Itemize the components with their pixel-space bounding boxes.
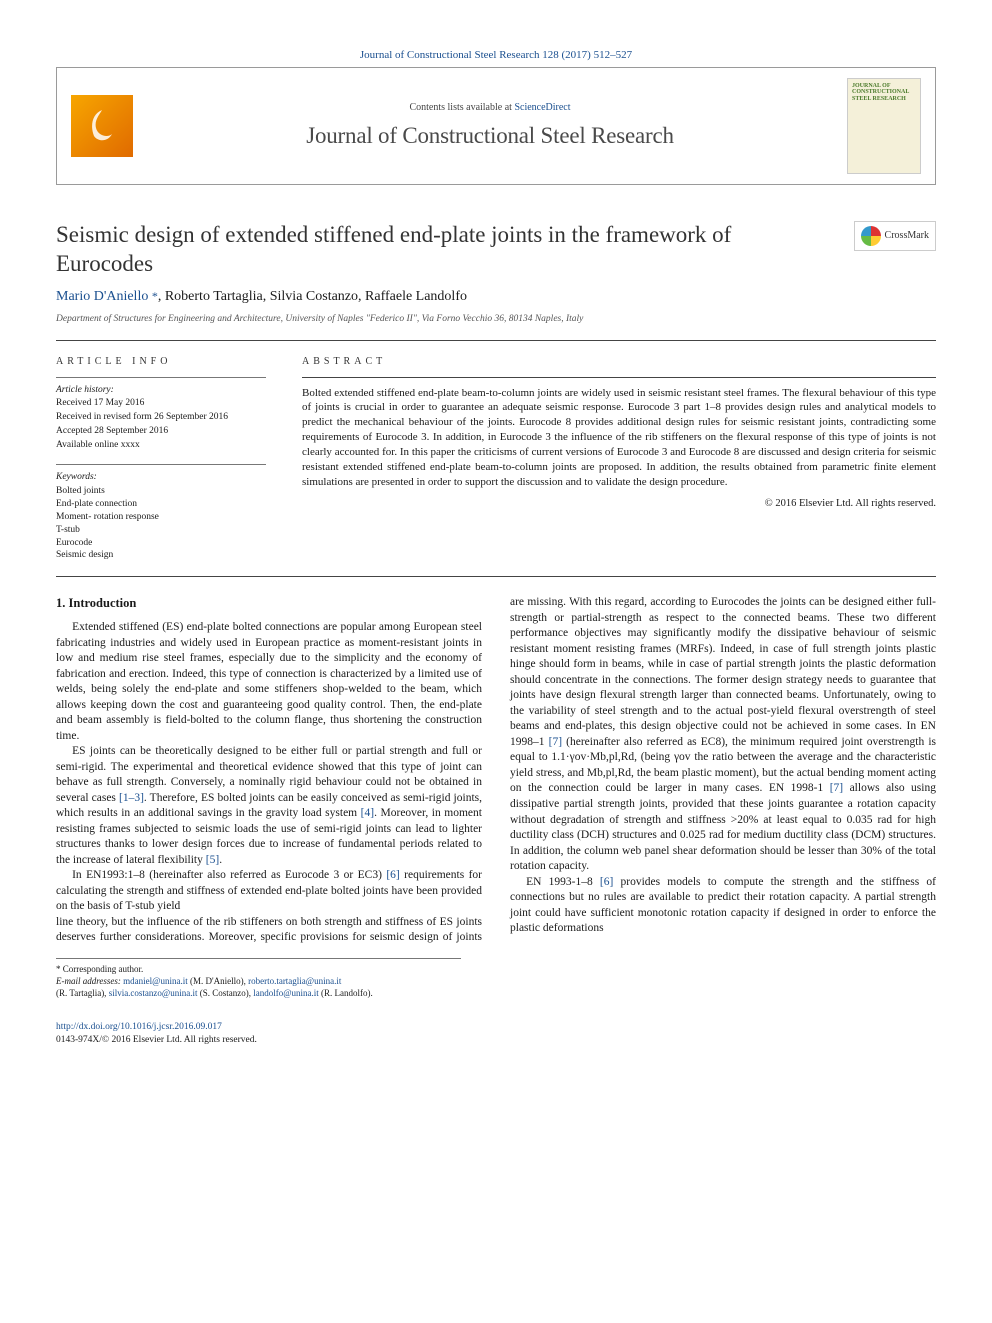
paragraph: In EN1993:1–8 (hereinafter also referred… — [56, 868, 482, 915]
masthead: Contents lists available at ScienceDirec… — [56, 67, 936, 185]
affiliation: Department of Structures for Engineering… — [56, 313, 936, 326]
elsevier-logo — [71, 95, 133, 157]
citation-link[interactable]: [1–3] — [119, 792, 144, 804]
email-link[interactable]: mdaniel@unina.it — [123, 976, 188, 986]
article-body: 1. Introduction Extended stiffened (ES) … — [56, 595, 936, 946]
doi-block: http://dx.doi.org/10.1016/j.jcsr.2016.09… — [56, 1021, 936, 1047]
article-info-label: article info — [56, 355, 266, 369]
citation-link[interactable]: [6] — [600, 876, 613, 888]
journal-issue-link[interactable]: Journal of Constructional Steel Research… — [360, 49, 632, 61]
doi-link[interactable]: http://dx.doi.org/10.1016/j.jcsr.2016.09… — [56, 1022, 222, 1032]
article-info: article info Article history: Received 1… — [56, 355, 266, 562]
abstract-rule — [302, 377, 936, 378]
section-heading: 1. Introduction — [56, 595, 482, 612]
citation-link[interactable]: [6] — [386, 869, 399, 881]
abstract-label: abstract — [302, 355, 936, 369]
rule-top — [56, 340, 936, 341]
contents-line: Contents lists available at ScienceDirec… — [133, 101, 847, 115]
rule-bottom — [56, 576, 936, 577]
citation-link[interactable]: [5] — [206, 854, 219, 866]
crossmark-icon — [861, 226, 881, 246]
abstract-text: Bolted extended stiffened end-plate beam… — [302, 386, 936, 490]
authors-line: Mario D'Aniello *, Roberto Tartaglia, Si… — [56, 288, 936, 307]
journal-cover-thumbnail: JOURNAL OF CONSTRUCTIONAL STEEL RESEARCH — [847, 78, 921, 174]
citation-link[interactable]: [7] — [830, 782, 843, 794]
footnotes: * Corresponding author. E-mail addresses… — [56, 958, 461, 999]
journal-title: Journal of Constructional Steel Research — [133, 120, 847, 151]
citation-link[interactable]: [4] — [361, 807, 374, 819]
paragraph: EN 1993-1–8 [6] provides models to compu… — [510, 875, 936, 937]
crossmark-label: CrossMark — [885, 229, 929, 243]
email-link[interactable]: silvia.costanzo@unina.it — [109, 988, 198, 998]
emails-line: E-mail addresses: mdaniel@unina.it (M. D… — [56, 975, 461, 999]
article-title: Seismic design of extended stiffened end… — [56, 221, 854, 279]
email-link[interactable]: landolfo@unina.it — [253, 988, 319, 998]
abstract-copyright: © 2016 Elsevier Ltd. All rights reserved… — [302, 497, 936, 511]
citation-link[interactable]: [7] — [549, 736, 562, 748]
issn-copyright: 0143-974X/© 2016 Elsevier Ltd. All right… — [56, 1035, 257, 1045]
paragraph: Extended stiffened (ES) end-plate bolted… — [56, 620, 482, 744]
keywords: Keywords: Bolted joints End-plate connec… — [56, 464, 266, 563]
article-history: Article history: Received 17 May 2016 Re… — [56, 377, 266, 452]
sciencedirect-link[interactable]: ScienceDirect — [514, 102, 570, 113]
running-head: Journal of Constructional Steel Research… — [56, 48, 936, 63]
paragraph: ES joints can be theoretically designed … — [56, 744, 482, 868]
abstract: abstract Bolted extended stiffened end-p… — [302, 355, 936, 562]
author-link[interactable]: Mario D'Aniello — [56, 289, 152, 304]
email-link[interactable]: roberto.tartaglia@unina.it — [248, 976, 341, 986]
corresponding-note: * Corresponding author. — [56, 963, 461, 975]
crossmark-badge[interactable]: CrossMark — [854, 221, 936, 251]
